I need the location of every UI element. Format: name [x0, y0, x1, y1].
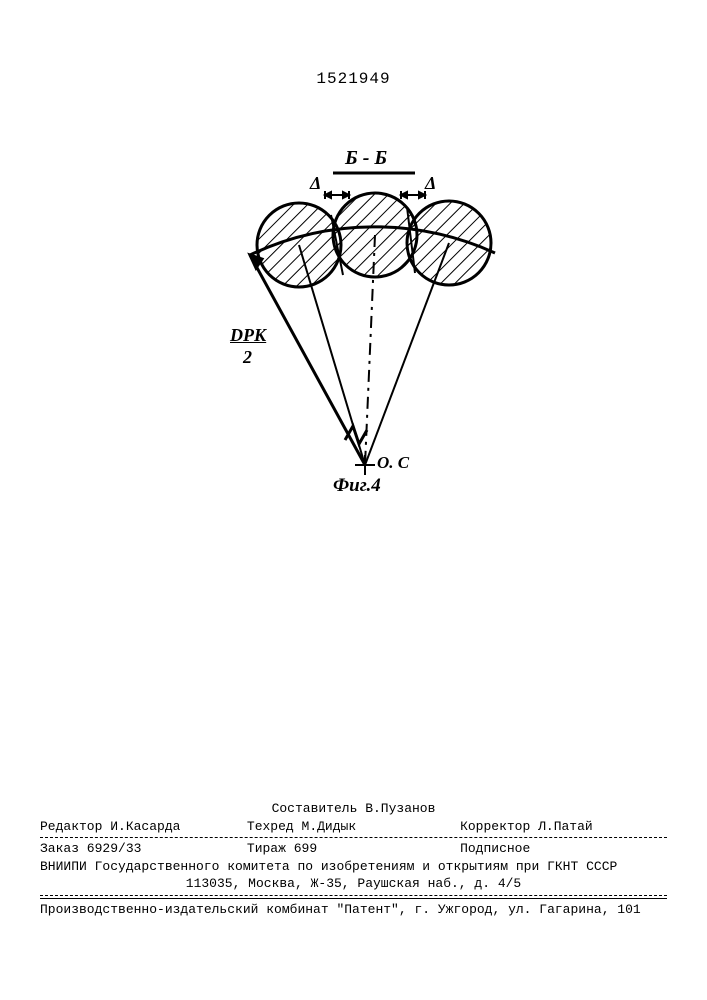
org-line-2: 113035, Москва, Ж-35, Раушская наб., д. …: [40, 875, 667, 893]
radius-label-bottom: 2: [243, 347, 252, 368]
sostavitel: Составитель В.Пузанов: [40, 800, 667, 818]
colophon: Составитель В.Пузанов Редактор И.Касарда…: [40, 800, 667, 918]
radius-label-top: DРК: [230, 325, 266, 346]
zakaz: Заказ 6929/33: [40, 840, 247, 858]
divider-dash-2: [40, 895, 667, 896]
tirazh: Тираж 699: [247, 840, 460, 858]
korrektor: Корректор Л.Патай: [460, 818, 667, 836]
gap-label-left: Δ: [310, 173, 321, 194]
org-line-1: ВНИИПИ Государственного комитета по изоб…: [40, 858, 667, 876]
podpisnoe: Подписное: [460, 840, 667, 858]
divider-solid: [40, 898, 667, 899]
divider-dash-1: [40, 837, 667, 838]
gap-label-right: Δ: [425, 173, 436, 194]
printer-line: Производственно-издательский комбинат "П…: [40, 901, 667, 919]
figure-4: Б - Б Δ Δ DРК 2 О. С Фиг.4: [215, 155, 525, 495]
figure-caption: Фиг.4: [333, 475, 381, 497]
tehred: Техред М.Дидык: [247, 818, 460, 836]
center-label: О. С: [377, 453, 409, 473]
redaktor: Редактор И.Касарда: [40, 818, 247, 836]
page-number: 1521949: [0, 70, 707, 88]
section-label: Б - Б: [345, 147, 387, 170]
